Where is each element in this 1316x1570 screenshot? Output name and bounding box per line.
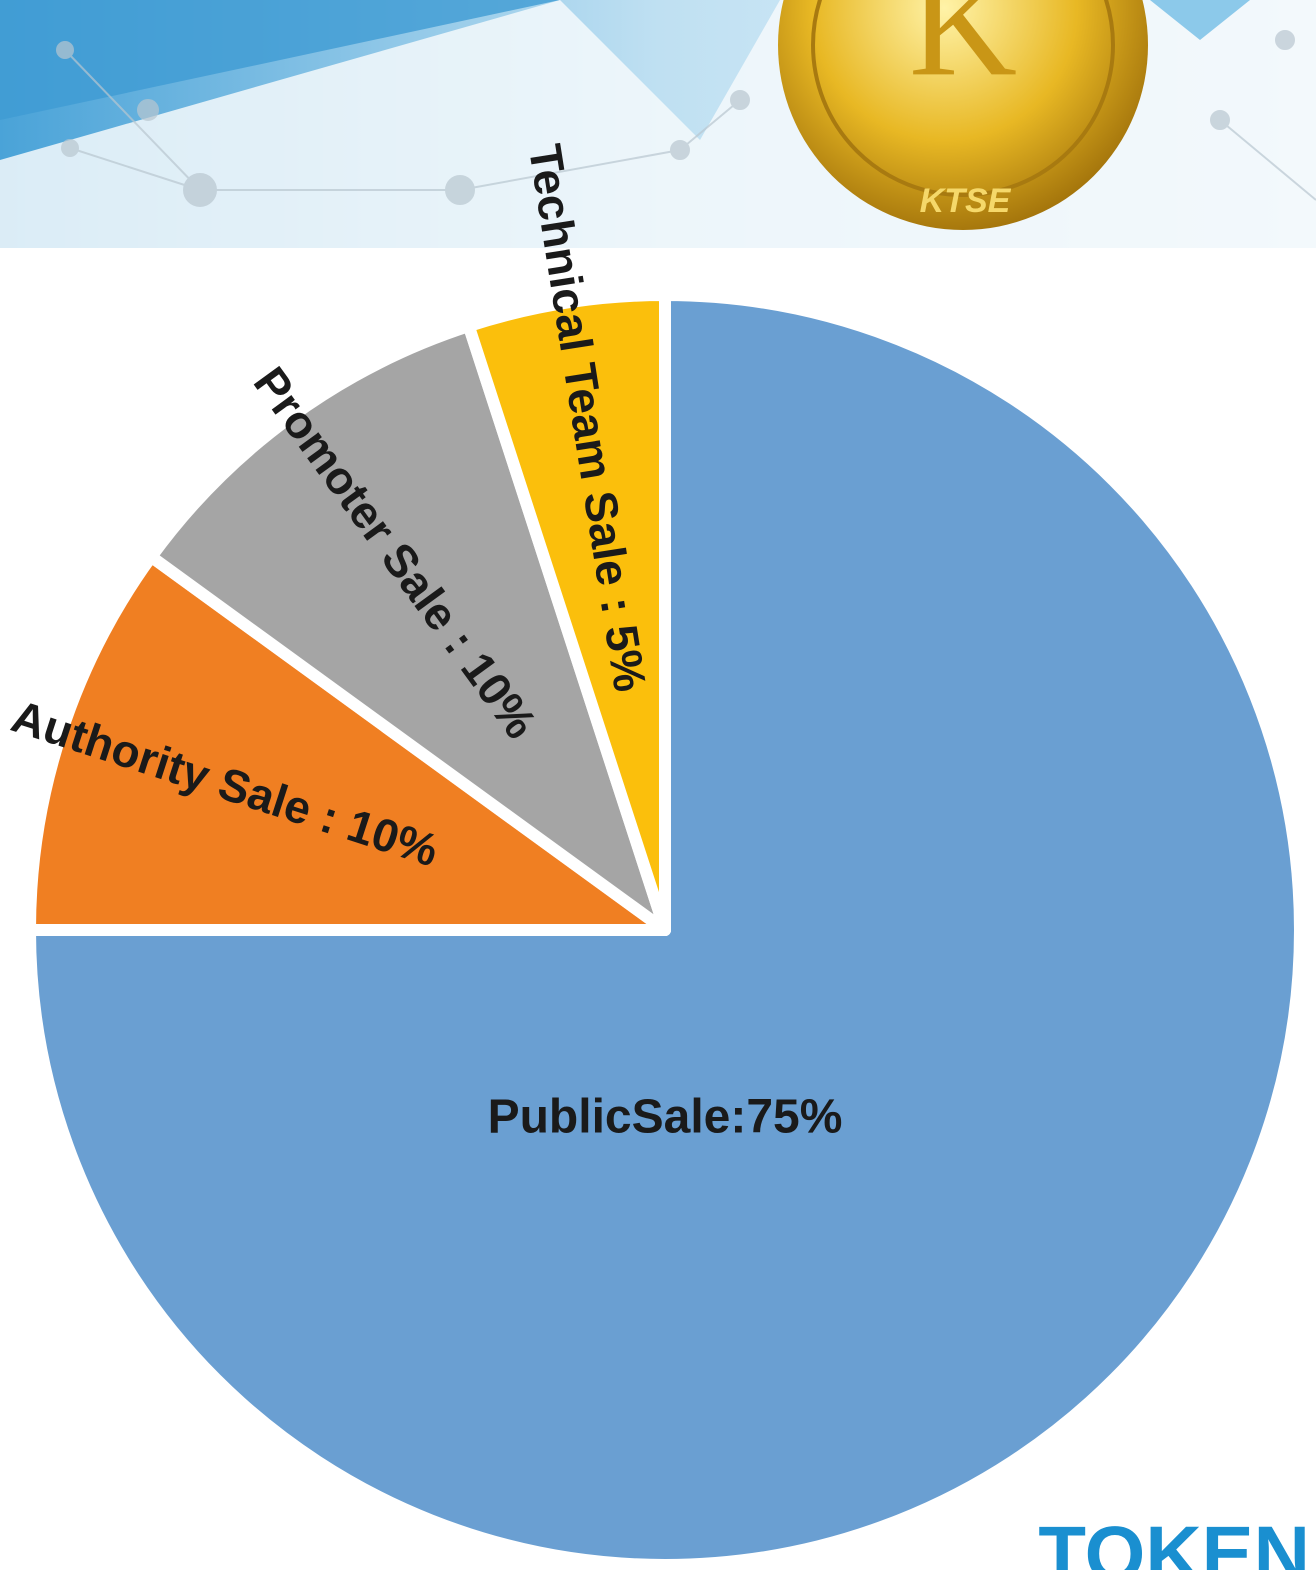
brand-text: TOKEN [1038, 1510, 1310, 1570]
slice-label: PublicSale:75% [488, 1091, 843, 1144]
coin-letter: K [909, 0, 1017, 107]
pie-slice [145, 320, 671, 936]
pie-slice [24, 550, 671, 936]
coin-logo: K KTSE [778, 0, 1148, 230]
pie-slice [462, 289, 671, 936]
coin-text: KTSE [920, 182, 1012, 220]
pie-slice [24, 289, 1306, 1570]
